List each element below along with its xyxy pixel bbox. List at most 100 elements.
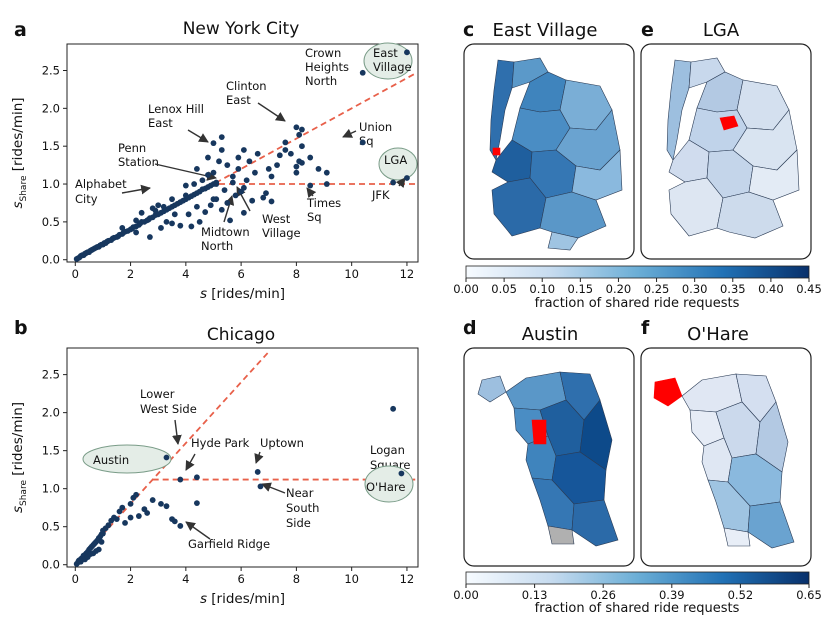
chicago-data-point: [127, 514, 134, 521]
nyc-data-point: [232, 192, 239, 199]
nyc-data-point: [268, 198, 275, 205]
annotation-label: Station: [118, 155, 159, 169]
annotation-label: Midtown: [201, 225, 250, 239]
chicago-scatter-plot: 0 2 4 6 8 10 12 0.0 0.5 1.0 1.5 2.0 2.5 s [rides/min]…: [10, 347, 419, 607]
panel-letter-f: f: [641, 317, 650, 339]
chicago-data-point: [158, 500, 164, 507]
colorbar-tick-label: 0.10: [529, 282, 555, 296]
x-tick-label: 6: [237, 572, 244, 586]
y-tick-label: 1.5: [42, 139, 60, 153]
nyc-data-point: [205, 172, 211, 178]
chicago-axes-frame: [66, 347, 419, 568]
colorbar-tick-label: 0.45: [796, 282, 822, 296]
nyc-data-point: [210, 169, 217, 176]
chicago-data-point: [119, 504, 126, 511]
nyc-data-point: [119, 225, 126, 231]
nyc-data-point: [240, 184, 247, 191]
nyc-data-point: [260, 194, 267, 201]
colorbar-tick-label: 0.65: [796, 588, 822, 602]
x-tick-label: 8: [293, 267, 300, 281]
nyc-data-point: [182, 192, 189, 199]
x-tick-label: 2: [127, 267, 134, 281]
annotation-label: Side: [286, 516, 311, 530]
x-tick-label: 0: [72, 572, 79, 586]
nyc-data-point: [404, 49, 410, 56]
annotation-label: Union: [359, 120, 392, 134]
annotation-arrow: [185, 521, 211, 540]
nyc-data-point: [323, 169, 330, 176]
annotation-label: Times: [306, 196, 341, 210]
colorbar-tick-label: 0.39: [659, 588, 685, 602]
annotation-label: Garfield Ridge: [188, 537, 270, 551]
chicago-data-point: [257, 483, 264, 490]
annotation-label: Sq: [307, 210, 322, 224]
nyc-data-point: [163, 218, 170, 225]
annotation-label: O'Hare: [366, 480, 405, 494]
nyc-data-point: [235, 154, 242, 161]
nyc-data-point: [155, 202, 162, 209]
colorbar-tick-label: 0.40: [758, 282, 784, 296]
x-tick-label: 4: [182, 572, 189, 586]
y-tick-label: 0.0: [42, 558, 60, 572]
nyc-data-point: [293, 169, 300, 176]
nyc-data-point: [293, 124, 300, 131]
annotation-label: Austin: [93, 453, 129, 467]
colorbar-top: 0.00 0.05 0.10 0.15 0.20 0.25 0.30 0.35 0.40 0.45…: [453, 265, 822, 311]
annotation-label: Near: [286, 486, 314, 500]
nyc-data-point: [199, 177, 206, 184]
nyc-data-point: [205, 154, 211, 161]
chicago-fit-line-linear: [74, 351, 270, 566]
nyc-x-axis-label: s [rides/min]: [200, 286, 285, 302]
annotation-label: Clinton: [226, 79, 267, 93]
chicago-data-point: [98, 539, 105, 545]
annotation-arrow: [223, 195, 235, 223]
nyc-data-point: [229, 179, 236, 186]
y-tick-label: 1.0: [42, 177, 60, 191]
y-tick-label: 0.0: [42, 253, 60, 267]
nyc-data-point: [218, 134, 225, 141]
nyc-data-point: [218, 206, 225, 213]
chicago-data-point: [133, 491, 139, 498]
annotation-label: Crown: [305, 46, 341, 60]
annotation-label: West: [262, 212, 291, 226]
annotation-label: Alphabet: [75, 177, 127, 191]
annotation-arrow: [121, 184, 151, 195]
x-tick-label: 10: [344, 572, 359, 586]
annotation-label: Village: [373, 60, 412, 74]
x-tick-label: 10: [344, 267, 359, 281]
panel-letter-b: b: [14, 317, 28, 339]
annotation-arrow: [185, 453, 196, 471]
panel-letter-a: a: [14, 19, 27, 41]
map-title-lga: LGA: [703, 20, 740, 41]
nyc-data-point: [138, 209, 145, 216]
chicago-y-axis-label: sShare [rides/min]: [10, 402, 29, 513]
annotation-arrow: [254, 451, 264, 464]
x-tick-label: 8: [293, 572, 300, 586]
x-tick-label: 12: [400, 267, 415, 281]
colorbar-tick-label: 0.13: [522, 588, 548, 602]
nyc-data-point: [296, 131, 303, 138]
nyc-axes-frame: [66, 43, 419, 263]
nyc-data-point: [249, 197, 256, 204]
chicago-data-point: [141, 506, 148, 513]
nyc-data-point: [299, 143, 305, 150]
annotation-label: Lenox Hill: [148, 102, 204, 116]
chart-title-nyc: New York City: [183, 19, 300, 39]
annotation-arrow: [261, 482, 286, 494]
chicago-data-point: [254, 469, 261, 475]
nyc-data-point: [202, 209, 209, 215]
nyc-data-point: [191, 181, 198, 187]
y-tick-label: 2.0: [42, 406, 60, 420]
panel-letter-d: d: [463, 317, 477, 339]
nyc-data-point: [185, 211, 192, 218]
nyc-data-point: [274, 162, 280, 169]
annotation-label: North: [305, 74, 337, 88]
chicago-x-axis-label: s [rides/min]: [200, 591, 285, 607]
chicago-data-point: [113, 516, 120, 522]
annotation-arrow: [187, 129, 209, 143]
y-tick-label: 2.0: [42, 101, 60, 115]
annotation-arrow: [342, 128, 357, 138]
annotation-highlight: [363, 42, 413, 80]
nyc-data-point: [359, 69, 366, 76]
